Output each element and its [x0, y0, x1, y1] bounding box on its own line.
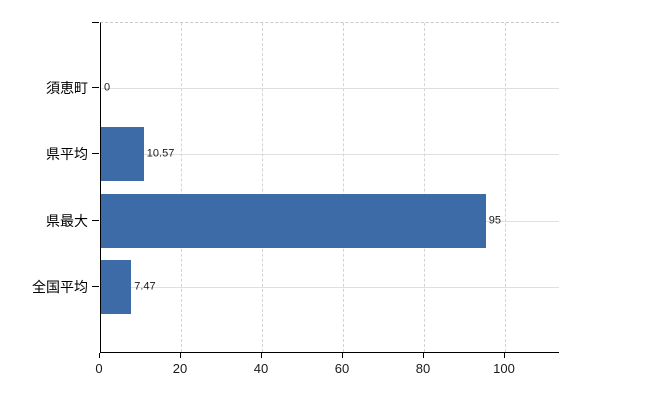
y-axis-tick — [92, 219, 99, 221]
x-axis-tick — [99, 353, 100, 358]
category-label: 県平均 — [46, 146, 88, 163]
bar — [101, 259, 132, 314]
vertical-gridline — [181, 23, 182, 352]
y-axis-end-tick — [92, 22, 99, 23]
category-label: 県最大 — [46, 212, 88, 229]
vertical-gridline — [505, 23, 506, 352]
vertical-gridline — [424, 23, 425, 352]
plot-area: 0 10.57 95 7.47 — [100, 22, 559, 353]
x-axis-tick-label: 40 — [253, 361, 269, 376]
bar-value-label: 95 — [488, 214, 501, 227]
category-label: 須恵町 — [46, 80, 88, 97]
bar-value-label: 0 — [104, 81, 111, 94]
horizontal-gridline — [101, 286, 559, 288]
x-axis-tick — [180, 353, 181, 358]
category-label: 全国平均 — [32, 278, 88, 295]
horizontal-gridline — [101, 88, 559, 90]
x-axis-tick — [261, 353, 262, 358]
vertical-gridline — [262, 23, 263, 352]
x-axis-tick-label: 0 — [95, 361, 103, 376]
bar — [101, 127, 144, 182]
y-axis-tick — [92, 285, 99, 287]
x-axis-tick-label: 100 — [493, 361, 515, 376]
bar-value-label: 7.47 — [134, 280, 156, 293]
horizontal-gridline — [101, 154, 559, 156]
y-axis-tick — [92, 153, 99, 155]
x-axis-tick-label: 80 — [415, 361, 431, 376]
x-axis-tick — [342, 353, 343, 358]
vertical-gridline — [343, 23, 344, 352]
x-axis-tick-label: 20 — [172, 361, 188, 376]
y-axis-tick — [92, 87, 99, 89]
x-axis-tick — [504, 353, 505, 358]
bar-value-label: 10.57 — [146, 147, 175, 160]
x-axis-tick-label: 60 — [334, 361, 350, 376]
bar — [101, 193, 486, 248]
x-axis-tick — [423, 353, 424, 358]
